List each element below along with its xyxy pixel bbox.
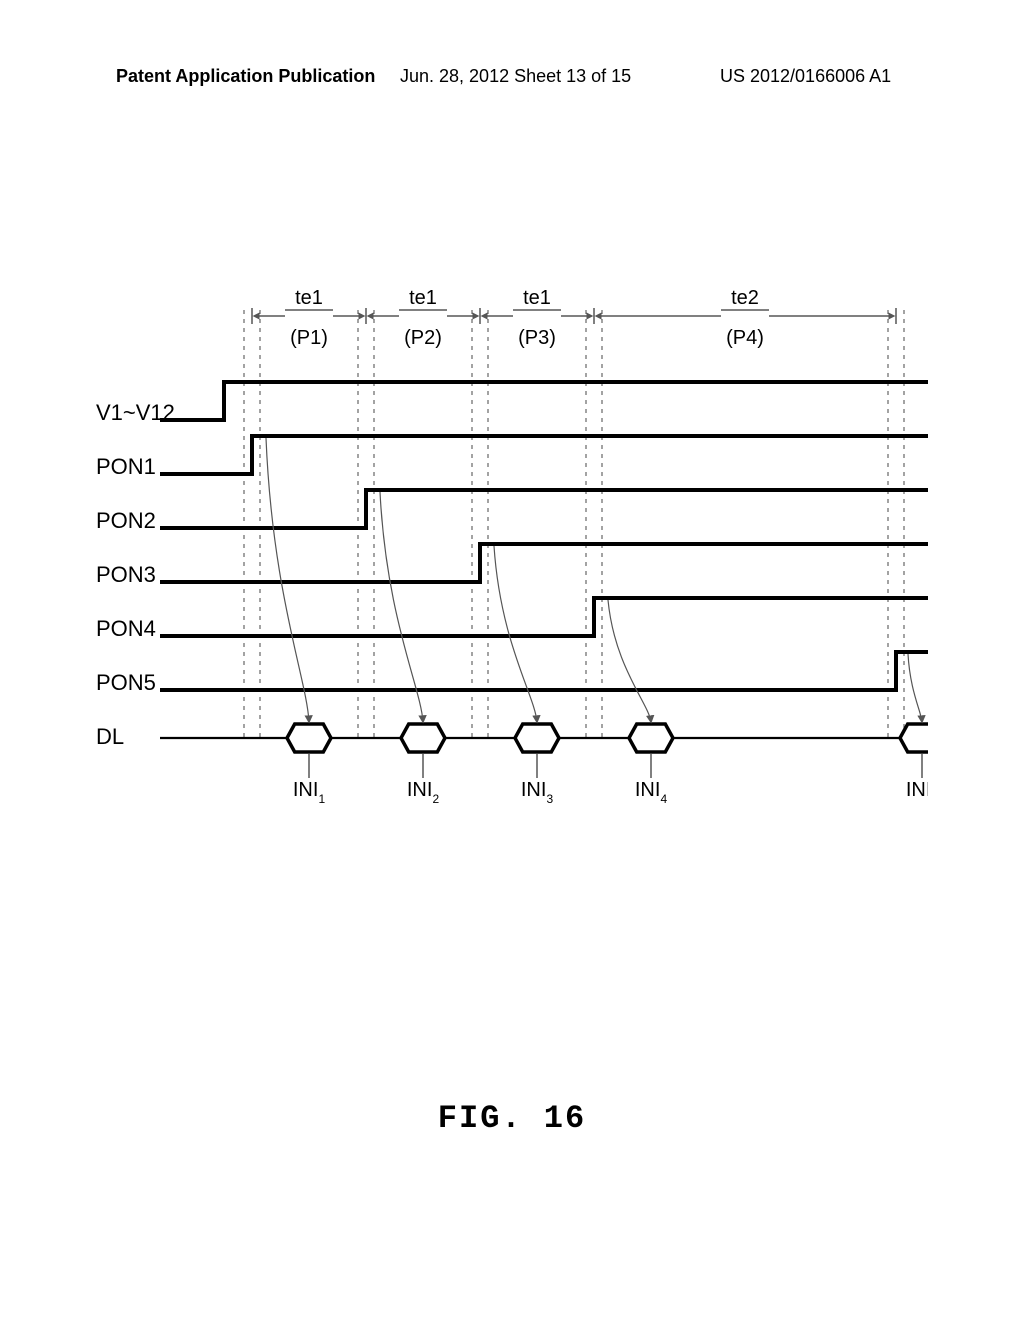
svg-text:PON4: PON4 [96,616,156,641]
page: Patent Application Publication Jun. 28, … [0,0,1024,1320]
svg-text:PON1: PON1 [96,454,156,479]
svg-text:INI5: INI5 [906,779,928,806]
timing-diagram: te1(P1)te1(P2)te1(P3)te2(P4)V1~V12PON1PO… [96,290,928,850]
svg-text:PON2: PON2 [96,508,156,533]
svg-text:te1: te1 [409,290,437,309]
svg-text:(P3): (P3) [518,327,556,349]
svg-text:INI4: INI4 [635,779,668,806]
figure-16: te1(P1)te1(P2)te1(P3)te2(P4)V1~V12PON1PO… [96,290,928,1010]
svg-text:INI1: INI1 [293,779,326,806]
svg-text:INI2: INI2 [407,779,440,806]
header-right: US 2012/0166006 A1 [720,66,891,87]
header-left: Patent Application Publication [116,66,375,87]
header-center: Jun. 28, 2012 Sheet 13 of 15 [400,66,631,87]
svg-text:(P1): (P1) [290,327,328,349]
svg-text:INI3: INI3 [521,779,554,806]
svg-text:PON3: PON3 [96,562,156,587]
svg-text:(P2): (P2) [404,327,442,349]
svg-text:te2: te2 [731,290,759,309]
svg-text:te1: te1 [523,290,551,309]
svg-text:(P4): (P4) [726,327,764,349]
svg-text:DL: DL [96,724,124,749]
figure-caption: FIG. 16 [96,1100,928,1137]
svg-text:te1: te1 [295,290,323,309]
svg-text:PON5: PON5 [96,670,156,695]
